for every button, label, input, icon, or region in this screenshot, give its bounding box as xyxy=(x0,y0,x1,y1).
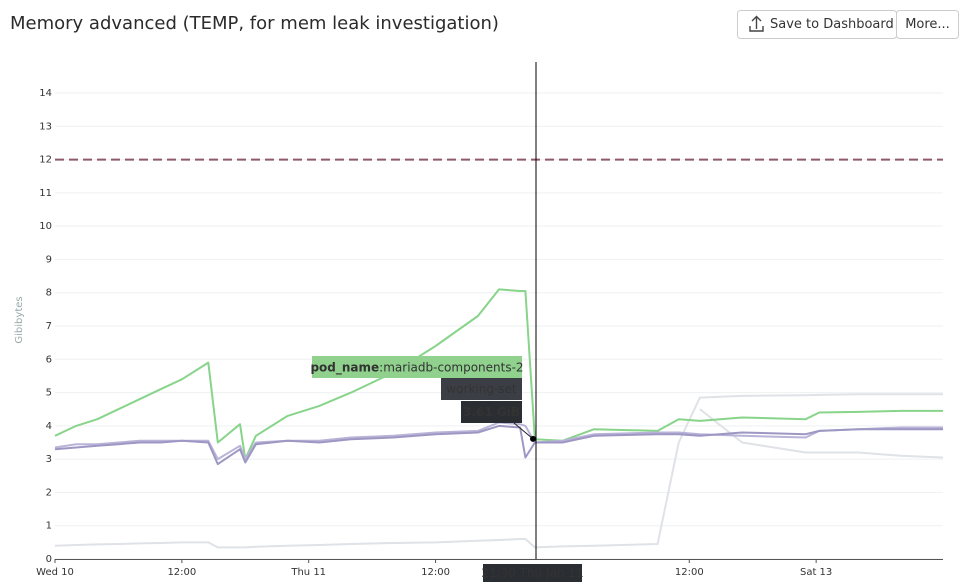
tooltip-pointer xyxy=(513,422,534,440)
tooltip-tag: pod_name:mariadb-components-2 xyxy=(310,360,523,375)
series-line xyxy=(699,408,944,459)
y-tick-label: 4 xyxy=(46,421,52,432)
x-tick-label: 12:00 xyxy=(167,567,196,578)
series-line xyxy=(54,393,943,549)
x-tick-label: Wed 10 xyxy=(36,567,74,578)
x-tick-label: 12:00 xyxy=(675,567,704,578)
y-tick-label: 2 xyxy=(46,487,52,498)
save-button[interactable]: Save to Dashboard xyxy=(737,10,897,39)
tag-value: :mariadb-components-2 xyxy=(379,360,523,374)
y-tick-label: 13 xyxy=(39,121,52,132)
tooltip-value: 3.61 GiB xyxy=(463,405,520,419)
crosshair-label: 21:30 Thu Jan 11 xyxy=(481,566,583,580)
tooltip: pod_name:mariadb-components-2 working-set… xyxy=(310,356,536,442)
y-axis-label: Gibibytes xyxy=(14,296,25,343)
tooltip-tag-box xyxy=(312,356,522,378)
tag-key: pod_name xyxy=(310,360,379,375)
x-tick-label: Sat 13 xyxy=(800,567,832,578)
button-label[interactable]: More... xyxy=(905,17,950,32)
more-button[interactable]: More... xyxy=(896,10,959,39)
crosshair-label-box xyxy=(483,564,582,582)
y-tick-label: 3 xyxy=(46,454,52,465)
y-tick-label: 12 xyxy=(39,155,52,166)
series-line xyxy=(54,288,943,461)
y-tick-label: 1 xyxy=(46,521,52,532)
series-line xyxy=(54,424,943,466)
tooltip-value-box xyxy=(461,401,522,423)
y-tick-label: 5 xyxy=(46,388,52,399)
button-label[interactable]: Save to Dashboard xyxy=(770,17,894,32)
y-tick-label: 9 xyxy=(46,254,52,265)
upload-icon xyxy=(749,15,764,32)
y-tick-label: 14 xyxy=(39,88,52,99)
y-tick-label: 11 xyxy=(39,188,52,199)
y-tick-label: 8 xyxy=(46,288,52,299)
y-tick-label: 0 xyxy=(46,554,52,565)
y-tick-label: 10 xyxy=(39,221,52,232)
x-tick-label: Thu 11 xyxy=(290,567,326,578)
y-tick-label: 6 xyxy=(46,354,52,365)
tooltip-metric-box xyxy=(441,378,522,400)
x-tick-label: 12:00 xyxy=(421,567,450,578)
button-frame[interactable] xyxy=(896,10,959,39)
chart-title: Memory advanced (TEMP, for mem leak inve… xyxy=(10,13,499,34)
tooltip-metric: working-set xyxy=(446,382,517,396)
y-tick-label: 7 xyxy=(46,321,52,332)
series-line xyxy=(54,421,943,461)
tooltip-point xyxy=(530,435,536,442)
